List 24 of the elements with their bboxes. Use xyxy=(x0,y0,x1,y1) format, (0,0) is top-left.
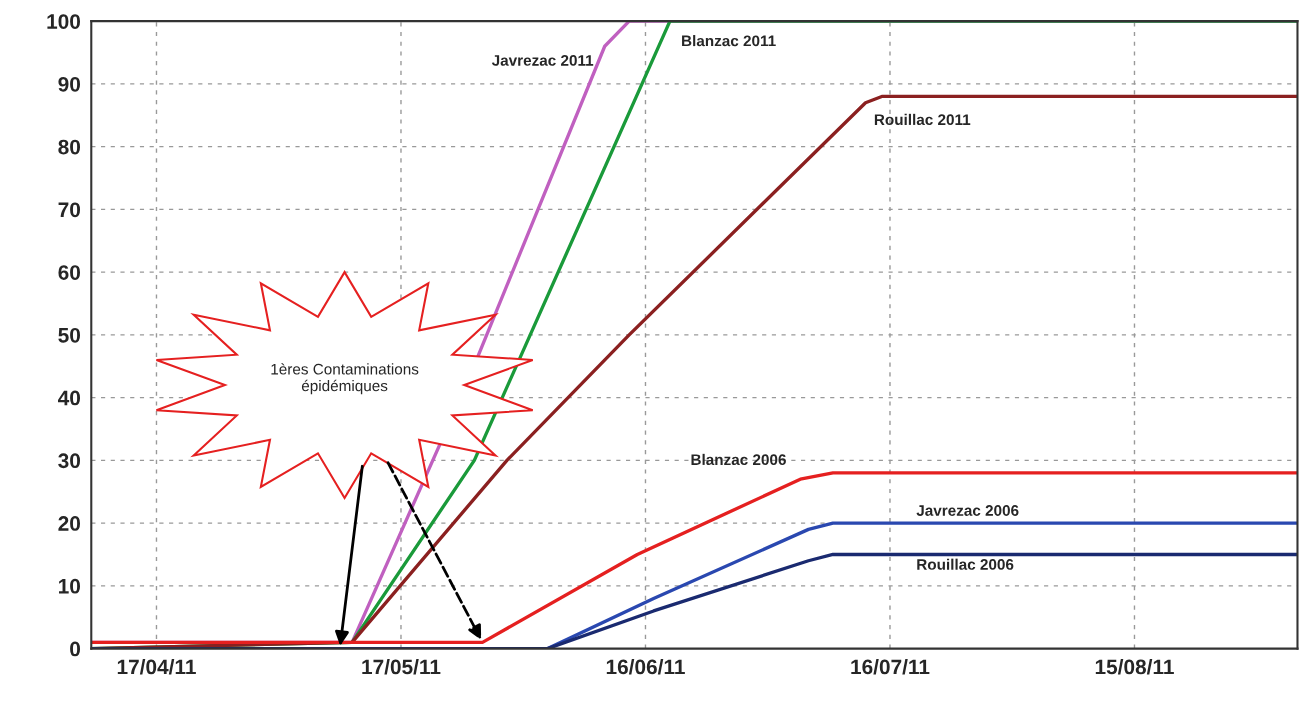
line-series xyxy=(91,471,1298,644)
series-label: Javrezac 2006 xyxy=(916,505,1019,516)
y-tick-label: 100 xyxy=(47,14,81,29)
x-tick-label: 16/07/11 xyxy=(851,659,930,675)
y-tick-label: 10 xyxy=(59,578,81,594)
y-tick-label: 90 xyxy=(58,76,81,92)
y-tick-label: 0 xyxy=(70,641,81,657)
y-tick-label: 60 xyxy=(58,265,81,280)
series-label: Javrezac 2011 xyxy=(491,54,594,66)
y-tick-label: 70 xyxy=(58,202,81,218)
y-tick-label: 20 xyxy=(58,516,81,531)
y-tick-label: 50 xyxy=(58,327,81,343)
series-label: Rouillac 2006 xyxy=(917,558,1014,570)
annotation: 1ères Contaminations épidémiques xyxy=(271,363,419,395)
series-label: Rouillac 2011 xyxy=(874,113,971,126)
x-tick-label: 17/05/11 xyxy=(362,659,441,675)
x-tick-label: 17/04/11 xyxy=(117,659,196,675)
y-tick-label: 80 xyxy=(58,139,81,155)
x-tick-label: 15/08/11 xyxy=(1095,659,1174,675)
series-label: Blanzac 2011 xyxy=(682,35,776,47)
x-tick-label: 16/06/11 xyxy=(606,659,685,675)
series-label: Blanzac 2006 xyxy=(691,453,786,466)
y-tick-label: 40 xyxy=(58,390,81,406)
y-tick-label: 30 xyxy=(58,453,81,469)
